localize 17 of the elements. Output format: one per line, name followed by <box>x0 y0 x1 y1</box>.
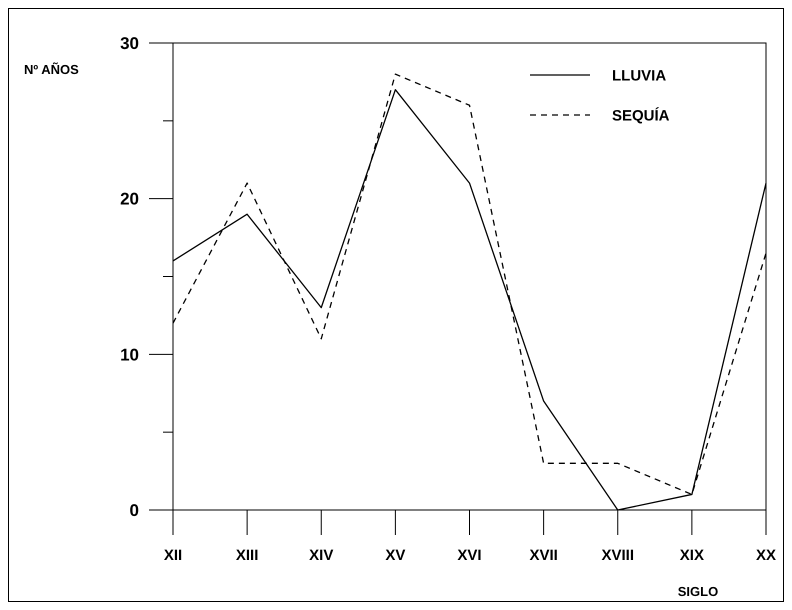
x-tick-label: XIV <box>309 547 334 564</box>
x-tick-label: XVI <box>457 547 482 564</box>
x-tick-label: XV <box>385 547 406 564</box>
y-tick-label: 10 <box>120 345 139 364</box>
x-tick-label: XIII <box>236 547 258 564</box>
y-tick-label: 30 <box>120 34 139 53</box>
x-tick-label: XVIII <box>601 547 634 564</box>
legend-label: SEQUÍA <box>612 106 670 124</box>
x-tick-label: XIX <box>680 547 704 564</box>
x-tick-label: XII <box>164 547 182 564</box>
x-tick-label: XVII <box>529 547 558 564</box>
y-axis-title: Nº AÑOS <box>24 62 80 77</box>
x-axis-title: SIGLO <box>678 584 718 599</box>
x-tick-label: XX <box>756 547 776 564</box>
y-tick-label: 0 <box>130 500 139 520</box>
y-tick-label: 20 <box>120 190 139 209</box>
legend-label: LLUVIA <box>612 67 666 84</box>
